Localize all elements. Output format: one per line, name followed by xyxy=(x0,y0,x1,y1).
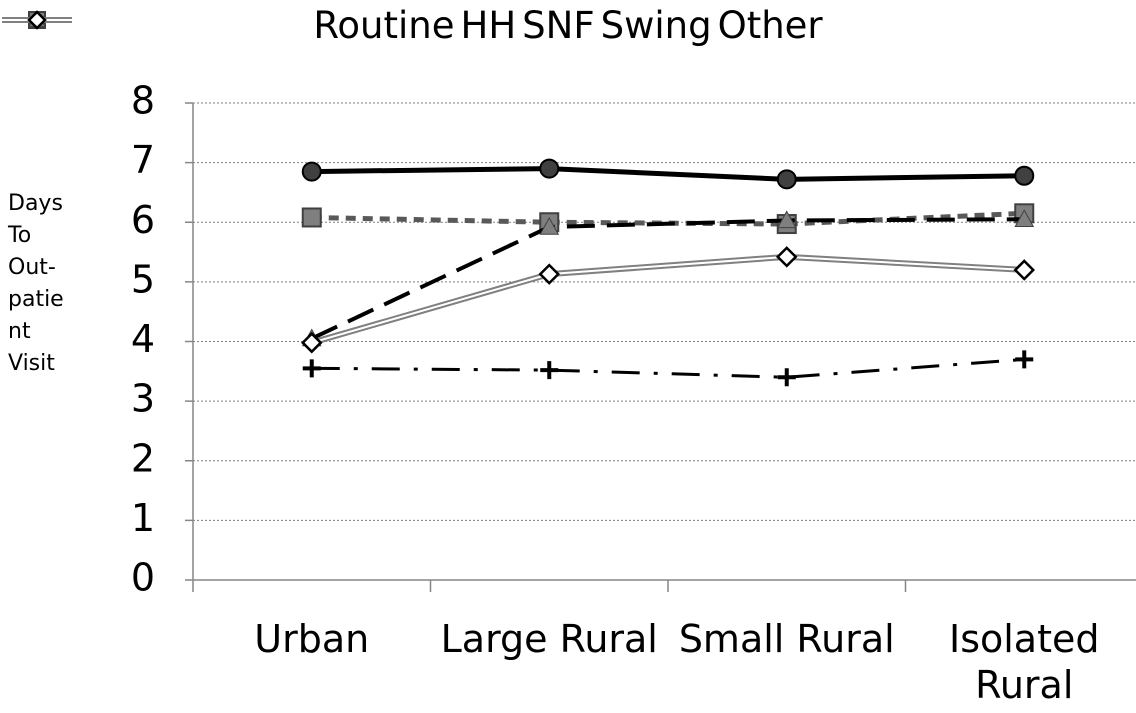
legend-item: SNF xyxy=(2,3,595,47)
legend-label: Swing xyxy=(600,3,712,47)
series xyxy=(301,158,1035,190)
legend: Routine HH SNF Swing Other xyxy=(0,0,1136,50)
y-axis-label: Days To Out-patient Visit xyxy=(8,191,64,376)
point xyxy=(539,216,560,235)
series xyxy=(300,246,1036,354)
legend-label: HH xyxy=(460,3,517,47)
point xyxy=(1013,259,1036,281)
series xyxy=(301,203,1035,235)
x-tick-label: Isolated Rural xyxy=(949,617,1100,707)
x-tick-label: Large Rural xyxy=(440,617,658,661)
y-tick-label: 2 xyxy=(131,436,155,480)
point xyxy=(539,158,560,179)
point xyxy=(27,10,47,30)
point xyxy=(302,359,321,378)
line xyxy=(310,253,1025,346)
y-tick-label: 4 xyxy=(131,317,155,361)
point xyxy=(775,246,798,268)
line xyxy=(311,166,1025,182)
point xyxy=(1015,350,1034,369)
legend-label: Other xyxy=(717,3,823,47)
x-tick-label: Urban xyxy=(254,617,370,661)
point xyxy=(301,207,322,228)
point xyxy=(540,361,559,380)
y-tick-label: 5 xyxy=(131,257,155,301)
x-tick-label: Small Rural xyxy=(678,617,895,661)
series xyxy=(302,350,1034,387)
point xyxy=(301,161,322,182)
y-tick-label: 6 xyxy=(131,198,155,242)
point xyxy=(777,368,796,387)
point xyxy=(538,263,561,285)
series xyxy=(301,209,1035,347)
y-tick-label: 0 xyxy=(131,556,155,600)
point xyxy=(776,169,797,190)
y-tick-label: 3 xyxy=(131,377,155,421)
line-inner xyxy=(311,255,1025,344)
legend-item: Routine xyxy=(2,3,455,47)
legend-label: Routine xyxy=(313,3,455,47)
point xyxy=(1014,165,1035,186)
line xyxy=(310,217,1025,341)
point xyxy=(1014,209,1035,227)
y-tick-label: 1 xyxy=(131,496,155,540)
legend-label: SNF xyxy=(522,3,595,47)
legend-item: HH xyxy=(2,3,517,47)
y-tick-label: 7 xyxy=(131,138,155,182)
y-tick-label: 8 xyxy=(131,79,155,123)
point xyxy=(300,331,323,354)
legend-item: Swing xyxy=(2,3,712,47)
legend-item: Other xyxy=(2,3,823,47)
line xyxy=(311,357,1025,379)
point xyxy=(776,210,797,229)
legend-symbol xyxy=(2,10,72,30)
